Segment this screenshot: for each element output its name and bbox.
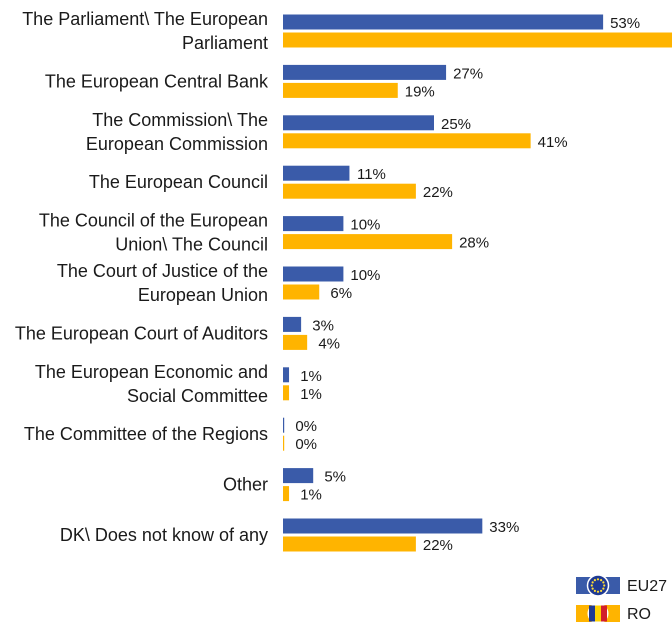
category-label: The European Economic and	[35, 362, 268, 382]
bar-ro	[283, 435, 285, 451]
category-label: The Court of Justice of the	[57, 261, 268, 281]
bar-ro	[283, 234, 453, 250]
value-label-ro: 6%	[330, 285, 352, 302]
value-label-eu27: 10%	[350, 217, 380, 234]
legend-label-eu27: EU27	[627, 578, 667, 595]
bar-eu27	[283, 417, 285, 433]
category-label: Other	[223, 475, 268, 495]
value-label-ro: 1%	[300, 386, 322, 403]
bar-ro	[283, 133, 531, 149]
category-group: The Council of the European Union\ The Co…	[39, 211, 489, 255]
value-label-ro: 22%	[423, 537, 453, 554]
bar-eu27	[283, 518, 483, 534]
legend: EU27 RO	[576, 574, 667, 624]
category-group: The Court of Justice of the European Unio…	[57, 261, 381, 305]
value-label-eu27: 25%	[441, 116, 471, 133]
romania-flag-icon	[576, 603, 620, 624]
value-label-eu27: 11%	[357, 166, 386, 183]
value-label-eu27: 3%	[312, 317, 334, 334]
bar-eu27	[283, 165, 350, 181]
category-group: The Parliament\ The European Parliament 53…	[22, 9, 672, 53]
value-label-eu27: 10%	[350, 267, 380, 284]
category-label: European Union	[138, 285, 268, 305]
bar-ro	[283, 385, 290, 401]
category-group: The European Court of Auditors 3%4%	[15, 316, 340, 352]
bar-eu27	[283, 266, 344, 282]
category-group: The European Council 11% 22%	[89, 165, 453, 201]
category-group: DK\ Does not know of any 33% 22%	[60, 518, 519, 554]
legend-label-ro: RO	[627, 606, 651, 623]
category-label: European Commission	[86, 134, 268, 154]
category-label: The European Central Bank	[45, 71, 269, 91]
value-label-eu27: 0%	[295, 418, 317, 435]
bar-eu27	[283, 115, 434, 131]
bar-ro	[283, 536, 416, 552]
value-label-ro: 41%	[538, 134, 568, 151]
category-label: Parliament	[182, 33, 268, 53]
category-label: The European Court of Auditors	[15, 323, 268, 343]
value-label-eu27: 1%	[300, 368, 322, 385]
value-label-eu27: 27%	[453, 65, 483, 82]
bar-eu27	[283, 367, 290, 383]
category-label: The European Council	[89, 172, 268, 192]
category-label: Union\ The Council	[115, 235, 268, 255]
bar-ro	[283, 334, 308, 350]
category-label: The Committee of the Regions	[24, 424, 268, 444]
category-label: DK\ Does not know of any	[60, 525, 268, 545]
value-label-ro: 19%	[405, 83, 435, 100]
value-label-ro: 1%	[300, 487, 322, 504]
bar-ro	[283, 32, 672, 48]
category-group: The Committee of the Regions 0%0%	[24, 417, 317, 453]
category-label: The Commission\ The	[92, 110, 268, 130]
bar-ro	[283, 82, 398, 98]
bar-eu27	[283, 64, 447, 80]
category-label: Social Committee	[127, 386, 268, 406]
bar-eu27	[283, 216, 344, 232]
category-group: The European Economic and Social Committe…	[35, 362, 322, 406]
value-label-ro: 22%	[423, 184, 453, 201]
category-label: The Council of the European	[39, 211, 268, 231]
bar-eu27	[283, 316, 302, 332]
category-group: The Commission\ The European Commission 25…	[86, 110, 568, 154]
value-label-eu27: 5%	[324, 469, 346, 486]
value-label-eu27: 53%	[610, 15, 640, 32]
bar-ro	[283, 284, 320, 300]
eu-flag-icon	[576, 574, 620, 597]
bar-eu27	[283, 14, 604, 30]
category-group: Other 5%1%	[223, 468, 346, 504]
bars-layer: The Parliament\ The European Parliament 53…	[15, 9, 672, 554]
bar-ro	[283, 183, 416, 199]
bar-eu27	[283, 468, 314, 484]
category-label: The Parliament\ The European	[22, 9, 268, 29]
value-label-ro: 28%	[459, 235, 489, 252]
value-label-ro: 0%	[295, 436, 317, 453]
value-label-eu27: 33%	[489, 519, 519, 536]
category-group: The European Central Bank 27% 19%	[45, 64, 483, 100]
value-label-ro: 4%	[318, 335, 340, 352]
bar-ro	[283, 486, 290, 502]
